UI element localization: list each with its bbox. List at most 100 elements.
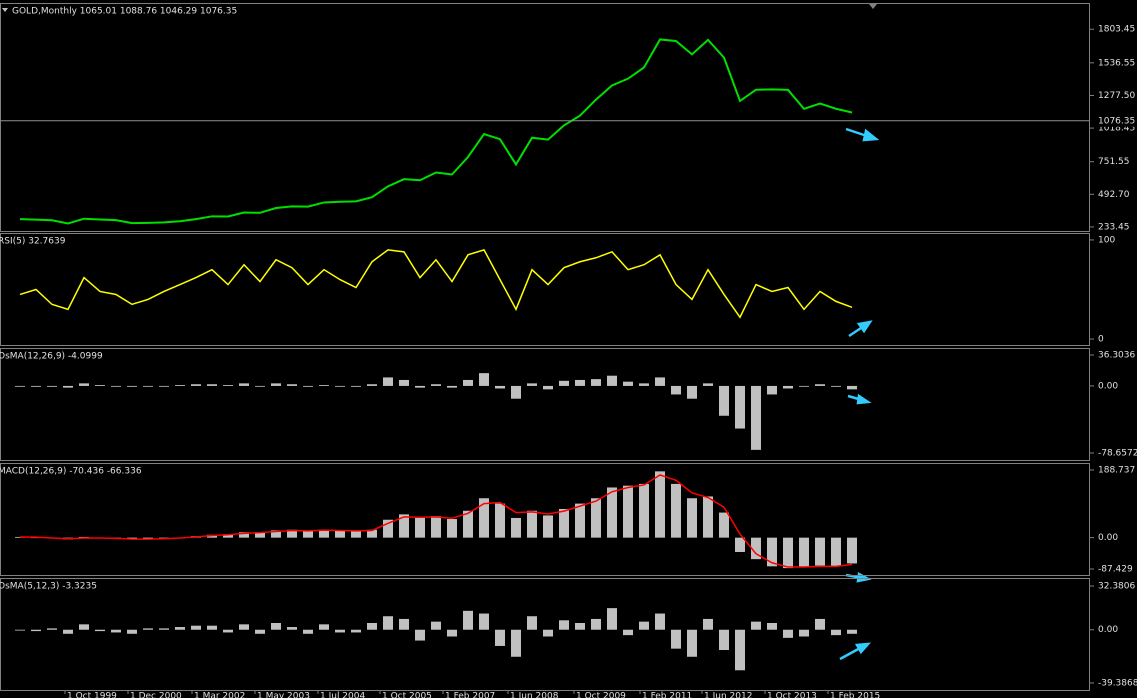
y-tick-label: 751.55	[1098, 157, 1130, 167]
bar	[271, 530, 281, 538]
y-tick-label: 32.3806	[1098, 581, 1135, 591]
y-tick-label: 233.45	[1098, 222, 1130, 232]
bar	[431, 516, 441, 538]
x-tick-label: 1 Mar 2002	[194, 692, 245, 698]
bar	[63, 385, 73, 388]
bar	[287, 627, 297, 630]
bar	[511, 629, 521, 657]
bar	[623, 485, 633, 538]
bar	[575, 622, 585, 630]
bar	[495, 503, 505, 538]
bar	[79, 624, 89, 630]
bar	[143, 628, 153, 630]
bar	[463, 510, 473, 538]
bar	[271, 383, 281, 386]
bar	[255, 532, 265, 538]
pane-title: GOLD,Monthly 1065.01 1088.76 1046.29 107…	[12, 7, 237, 17]
bar	[575, 379, 585, 386]
y-tick-label: 1277.50	[1098, 91, 1135, 101]
bar	[287, 384, 297, 386]
bar	[239, 383, 249, 386]
shift-marker	[869, 4, 877, 9]
bar	[175, 627, 185, 630]
pane-title: RSI(5) 32.7639	[0, 237, 66, 247]
bar	[607, 375, 617, 386]
bar	[783, 537, 793, 569]
bar	[463, 610, 473, 630]
bar	[735, 385, 745, 429]
bar	[447, 629, 457, 637]
bar	[223, 629, 233, 633]
pane-border	[0, 463, 1090, 576]
last-price-box	[1092, 114, 1137, 127]
bar	[255, 629, 265, 634]
bar	[95, 629, 105, 632]
bar	[399, 514, 409, 538]
pane-title: OsMA(12,26,9) -4.0999	[0, 352, 103, 362]
bar	[191, 384, 201, 386]
last-price-label: 1076.35	[1098, 116, 1135, 126]
line	[19, 248, 853, 319]
bar	[591, 618, 601, 630]
bar	[671, 483, 681, 538]
bar	[335, 385, 345, 387]
bar	[655, 377, 665, 386]
bar	[495, 385, 505, 389]
menu-arrow[interactable]	[2, 8, 8, 12]
bar	[479, 498, 489, 538]
bar	[15, 385, 25, 387]
bar	[751, 537, 761, 560]
bar	[639, 383, 649, 386]
bar	[607, 487, 617, 538]
bar	[671, 629, 681, 649]
bar	[799, 629, 809, 637]
bar	[351, 385, 361, 387]
bar	[47, 385, 57, 387]
bar	[399, 379, 409, 386]
bar	[767, 385, 777, 395]
bar	[655, 613, 665, 630]
x-tick-label: 1 Oct 2005	[382, 692, 432, 698]
bar	[239, 624, 249, 630]
bar	[431, 384, 441, 386]
bar	[783, 629, 793, 638]
bar	[703, 618, 713, 630]
bar	[159, 628, 169, 630]
bar	[607, 608, 617, 630]
x-tick-label: 1 Jun 2012	[704, 692, 752, 698]
bar	[63, 629, 73, 634]
bar	[751, 385, 761, 450]
bar	[847, 385, 857, 390]
pane-title: MACD(12,26,9) -70.436 -66.336	[0, 467, 142, 477]
bar	[335, 629, 345, 633]
arrow-head	[854, 642, 871, 655]
bar	[319, 624, 329, 630]
bar	[543, 629, 553, 637]
bar	[367, 384, 377, 386]
bar	[415, 517, 425, 538]
x-tick-label: 1 Jun 2008	[510, 692, 559, 698]
x-tick-label: 1 Feb 2015	[830, 692, 880, 698]
bar	[703, 383, 713, 386]
bar	[351, 629, 361, 633]
bar	[383, 377, 393, 386]
bar	[95, 385, 105, 386]
bar	[559, 380, 569, 386]
bar	[31, 385, 41, 387]
bar	[223, 385, 233, 386]
bar	[783, 385, 793, 389]
y-tick-label: 36.3036	[1098, 350, 1135, 360]
bar	[271, 622, 281, 630]
bar	[207, 384, 217, 386]
bar	[223, 534, 233, 538]
bar	[175, 385, 185, 386]
y-tick-label: 188.737	[1098, 466, 1135, 476]
y-tick-label: 100	[1098, 235, 1115, 245]
bar	[127, 629, 137, 634]
bar	[495, 629, 505, 646]
bar	[687, 385, 697, 399]
bar	[767, 537, 777, 567]
bar	[191, 625, 201, 630]
bar	[79, 383, 89, 386]
y-tick-label: -87.429	[1098, 564, 1133, 574]
